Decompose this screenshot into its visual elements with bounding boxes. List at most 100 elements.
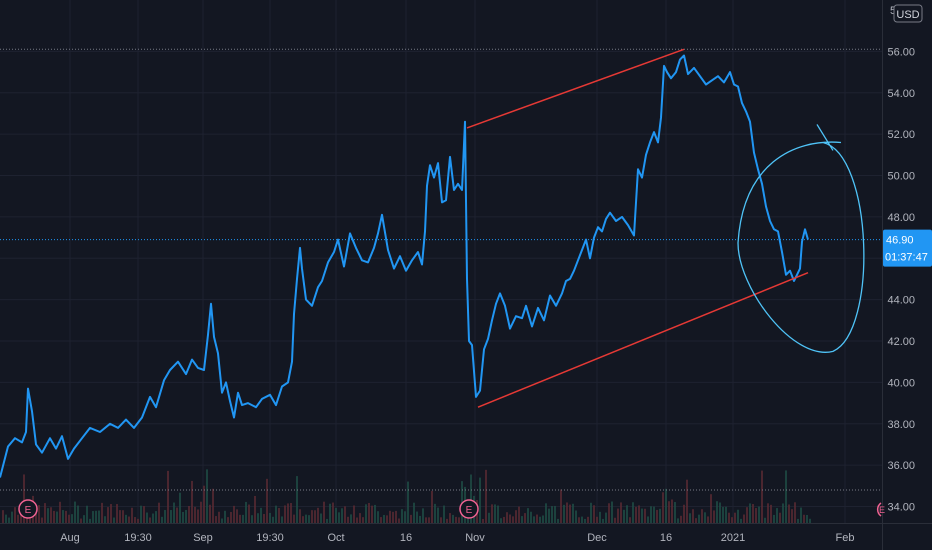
volume-bar	[500, 518, 502, 523]
volume-bar	[590, 503, 592, 523]
volume-bar	[755, 508, 757, 523]
volume-bar	[773, 515, 775, 523]
volume-bar	[236, 509, 238, 523]
price-series-line[interactable]	[0, 56, 808, 478]
volume-bar	[119, 510, 121, 523]
volume-bar	[407, 482, 409, 523]
volume-bar	[356, 518, 358, 523]
volume-bar	[638, 505, 640, 523]
volume-bar	[152, 514, 154, 523]
volume-bar	[332, 503, 334, 523]
volume-bar	[779, 513, 781, 523]
volume-bar	[485, 470, 487, 523]
volume-bar	[14, 507, 16, 523]
volume-bar	[329, 504, 331, 523]
volume-bar	[704, 512, 706, 523]
volume-bar	[611, 501, 613, 523]
volume-bar	[716, 501, 718, 523]
earnings-marker-edge-label: E	[879, 505, 885, 515]
volume-bar	[176, 508, 178, 523]
volume-bar	[383, 515, 385, 523]
volume-bar	[107, 507, 109, 523]
volume-bar	[719, 503, 721, 523]
volume-bar	[341, 508, 343, 523]
volume-bar	[410, 515, 412, 523]
trend-line[interactable]	[478, 273, 808, 407]
x-tick-label: Oct	[327, 532, 344, 544]
volume-bar	[764, 518, 766, 523]
volume-bar	[230, 512, 232, 523]
volume-bar	[665, 489, 667, 523]
volume-bar	[302, 516, 304, 523]
x-tick-label: Feb	[836, 532, 855, 544]
x-tick-label: 16	[660, 532, 672, 544]
y-tick-label: 42.00	[887, 336, 915, 348]
volume-bar	[539, 517, 541, 523]
volume-bar	[281, 516, 283, 523]
volume-bar	[194, 507, 196, 523]
volume-bar	[422, 508, 424, 523]
volume-bar	[371, 506, 373, 523]
volume-bar	[668, 501, 670, 523]
volume-bar	[443, 506, 445, 523]
volume-bar	[56, 512, 58, 523]
volume-bar	[506, 512, 508, 523]
volume-bar	[53, 511, 55, 523]
volume-bar	[296, 476, 298, 523]
volume-bar	[614, 518, 616, 523]
volume-bar	[431, 491, 433, 523]
volume-bar	[305, 515, 307, 523]
volume-bar	[677, 518, 679, 523]
x-tick-label: Dec	[587, 532, 607, 544]
volume-bar	[662, 492, 664, 523]
volume-bar	[413, 503, 415, 523]
volume-bar	[338, 512, 340, 523]
volume-bar	[164, 510, 166, 523]
volume-bar	[701, 509, 703, 523]
volume-bar	[731, 517, 733, 523]
volume-bar	[209, 505, 211, 523]
volume-bar	[5, 515, 7, 523]
volume-bar	[140, 506, 142, 523]
trend-line[interactable]	[467, 49, 684, 128]
volume-bar	[65, 511, 67, 523]
volume-bar	[17, 515, 19, 523]
volume-bar	[530, 512, 532, 523]
volume-bar	[155, 511, 157, 523]
volume-bar	[392, 512, 394, 523]
y-tick-label: 38.00	[887, 419, 915, 431]
volume-bar	[398, 518, 400, 523]
volume-bar	[239, 515, 241, 523]
volume-bar	[260, 508, 262, 523]
volume-bar	[401, 509, 403, 523]
volume-bar	[440, 517, 442, 523]
volume-bar	[287, 503, 289, 523]
volume-bar	[545, 503, 547, 523]
volume-bar	[290, 503, 292, 523]
volume-bar	[788, 504, 790, 523]
volume-bar	[293, 515, 295, 523]
volume-bar	[728, 513, 730, 523]
volume-bar	[185, 510, 187, 523]
volume-bar	[695, 518, 697, 523]
volume-bar	[680, 516, 682, 523]
volume-bar	[89, 519, 91, 523]
volume-bar	[542, 516, 544, 523]
volume-bar	[170, 510, 172, 523]
volume-bar	[314, 510, 316, 523]
volume-bar	[50, 507, 52, 523]
volume-bar	[404, 511, 406, 523]
volume-bar	[515, 510, 517, 523]
volume-bar	[80, 519, 82, 523]
volume-bar	[11, 512, 13, 523]
volume-bar	[251, 515, 253, 523]
volume-bar	[62, 510, 64, 523]
volume-bar	[536, 515, 538, 523]
volume-bar	[38, 505, 40, 523]
x-tick-label: Nov	[465, 532, 485, 544]
volume-bar	[242, 515, 244, 523]
volume-bar	[335, 508, 337, 523]
volume-bar	[446, 519, 448, 523]
volume-bar	[566, 502, 568, 523]
